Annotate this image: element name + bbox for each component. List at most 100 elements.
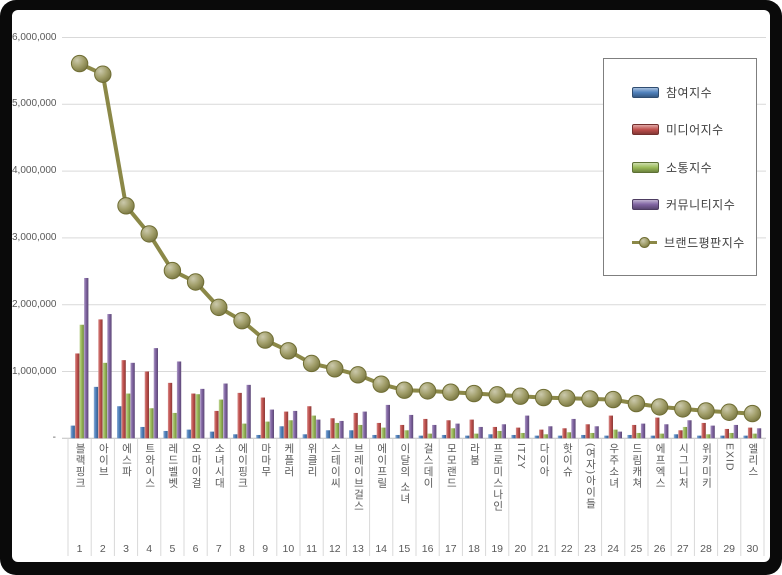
bar-커뮤니티지수 [571,418,576,439]
bar-소통지수 [729,432,734,439]
bar-미디어지수 [98,319,103,439]
category-label-text: 엘리스 [746,443,759,478]
bar-커뮤니티지수 [316,419,321,439]
bar-참여지수 [534,435,539,439]
y-axis-tick-label: - [52,432,56,444]
bar-미디어지수 [585,424,590,439]
bar-참여지수 [256,434,261,439]
rank-label: 20 [514,543,527,555]
category-label-text: EXID [723,443,736,472]
category-label: 스테이씨 [323,441,346,541]
category-label: 걸스데이 [416,441,439,541]
bar-참여지수 [395,434,400,439]
communication-bar-swatch-icon [632,161,659,173]
rank-label: 28 [700,543,712,555]
bar-미디어지수 [214,410,219,439]
bar-미디어지수 [701,422,706,439]
bar-미디어지수 [191,393,196,439]
line-marker [488,386,506,404]
legend-item-media-index: 미디어지수 [604,121,756,138]
bar-소통지수 [636,432,641,439]
bar-참여지수 [697,435,702,439]
rank-label: 14 [375,543,388,555]
bar-소통지수 [497,430,502,439]
category-label-text: 시그니처 [677,443,690,489]
bar-소통지수 [242,423,247,439]
bar-미디어지수 [307,406,312,439]
bar-참여지수 [418,435,423,439]
line-marker [70,54,89,73]
category-label-text: 에이핑크 [236,443,249,489]
category-label: 위클리 [300,441,323,541]
category-label-text: 드림캐쳐 [630,443,643,489]
brand-reputation-line-swatch-icon [632,236,657,248]
bar-미디어지수 [353,412,358,439]
rank-label: 18 [468,543,480,555]
bar-참여지수 [720,435,725,439]
bar-커뮤니티지수 [756,428,762,439]
bar-커뮤니티지수 [107,314,112,439]
bar-미디어지수 [260,397,265,439]
y-axis-tick-label: 2,000,000 [12,298,57,310]
bar-참여지수 [233,434,238,439]
bar-참여지수 [325,430,331,439]
rank-label: 26 [653,543,666,555]
category-label: 마마무 [254,441,277,541]
bar-소통지수 [149,408,154,439]
bar-소통지수 [566,432,572,439]
line-marker [256,331,274,349]
line-marker [650,398,669,416]
bar-미디어지수 [423,418,428,439]
line-marker [372,375,390,393]
bar-참여지수 [93,386,99,439]
category-label: ITZY [509,441,532,541]
bar-미디어지수 [678,430,683,439]
bar-커뮤니티지수 [733,424,738,439]
bar-커뮤니티지수 [548,426,553,439]
category-label-text: 블랙핑크 [74,443,87,489]
bar-미디어지수 [75,353,80,439]
legend-label: 참여지수 [666,85,713,100]
line-marker [534,388,553,407]
category-label: 프로미스나인 [486,441,509,541]
rank-label: 30 [746,543,759,555]
bar-소통지수 [265,421,270,439]
category-label-text: 케플러 [282,443,295,478]
bar-소통지수 [613,429,618,439]
bar-미디어지수 [492,426,497,439]
line-marker [674,400,692,418]
category-label-text: 소녀시대 [213,443,226,489]
line-marker [418,382,437,400]
bar-커뮤니티지수 [478,426,483,439]
bar-참여지수 [604,435,609,439]
bar-참여지수 [279,426,284,439]
bar-소통지수 [752,433,757,439]
legend-item-community-index: 커뮤니티지수 [604,196,756,213]
line-marker [326,360,344,378]
category-label: 오마이걸 [184,441,207,541]
line-marker [511,387,530,405]
bar-참여지수 [186,429,191,439]
legend-label: 커뮤니티지수 [666,198,736,212]
plot-area [62,37,766,556]
bar-커뮤니티지수 [501,424,506,439]
category-label-text: 에프엑스 [654,443,667,489]
category-label-text: (여자)아이들 [584,443,597,510]
category-label-text: 레드벨벳 [166,443,179,489]
rank-label: 29 [723,543,736,555]
bar-미디어지수 [562,428,567,439]
bar-소통지수 [450,428,456,439]
bar-커뮤니티지수 [710,425,715,439]
rank-label: 1 [76,543,83,555]
bar-참여지수 [557,435,563,439]
category-label: 에이핑크 [230,441,253,541]
bar-참여지수 [488,434,493,439]
legend-label: 미디어지수 [666,123,724,137]
bar-소통지수 [172,412,177,439]
rank-label: 9 [262,543,269,555]
bar-참여지수 [117,406,122,439]
line-marker-icon [639,236,650,248]
y-axis-tick-label: 5,000,000 [12,98,57,110]
category-label-text: 에이프릴 [375,443,388,489]
bar-참여지수 [372,434,377,439]
